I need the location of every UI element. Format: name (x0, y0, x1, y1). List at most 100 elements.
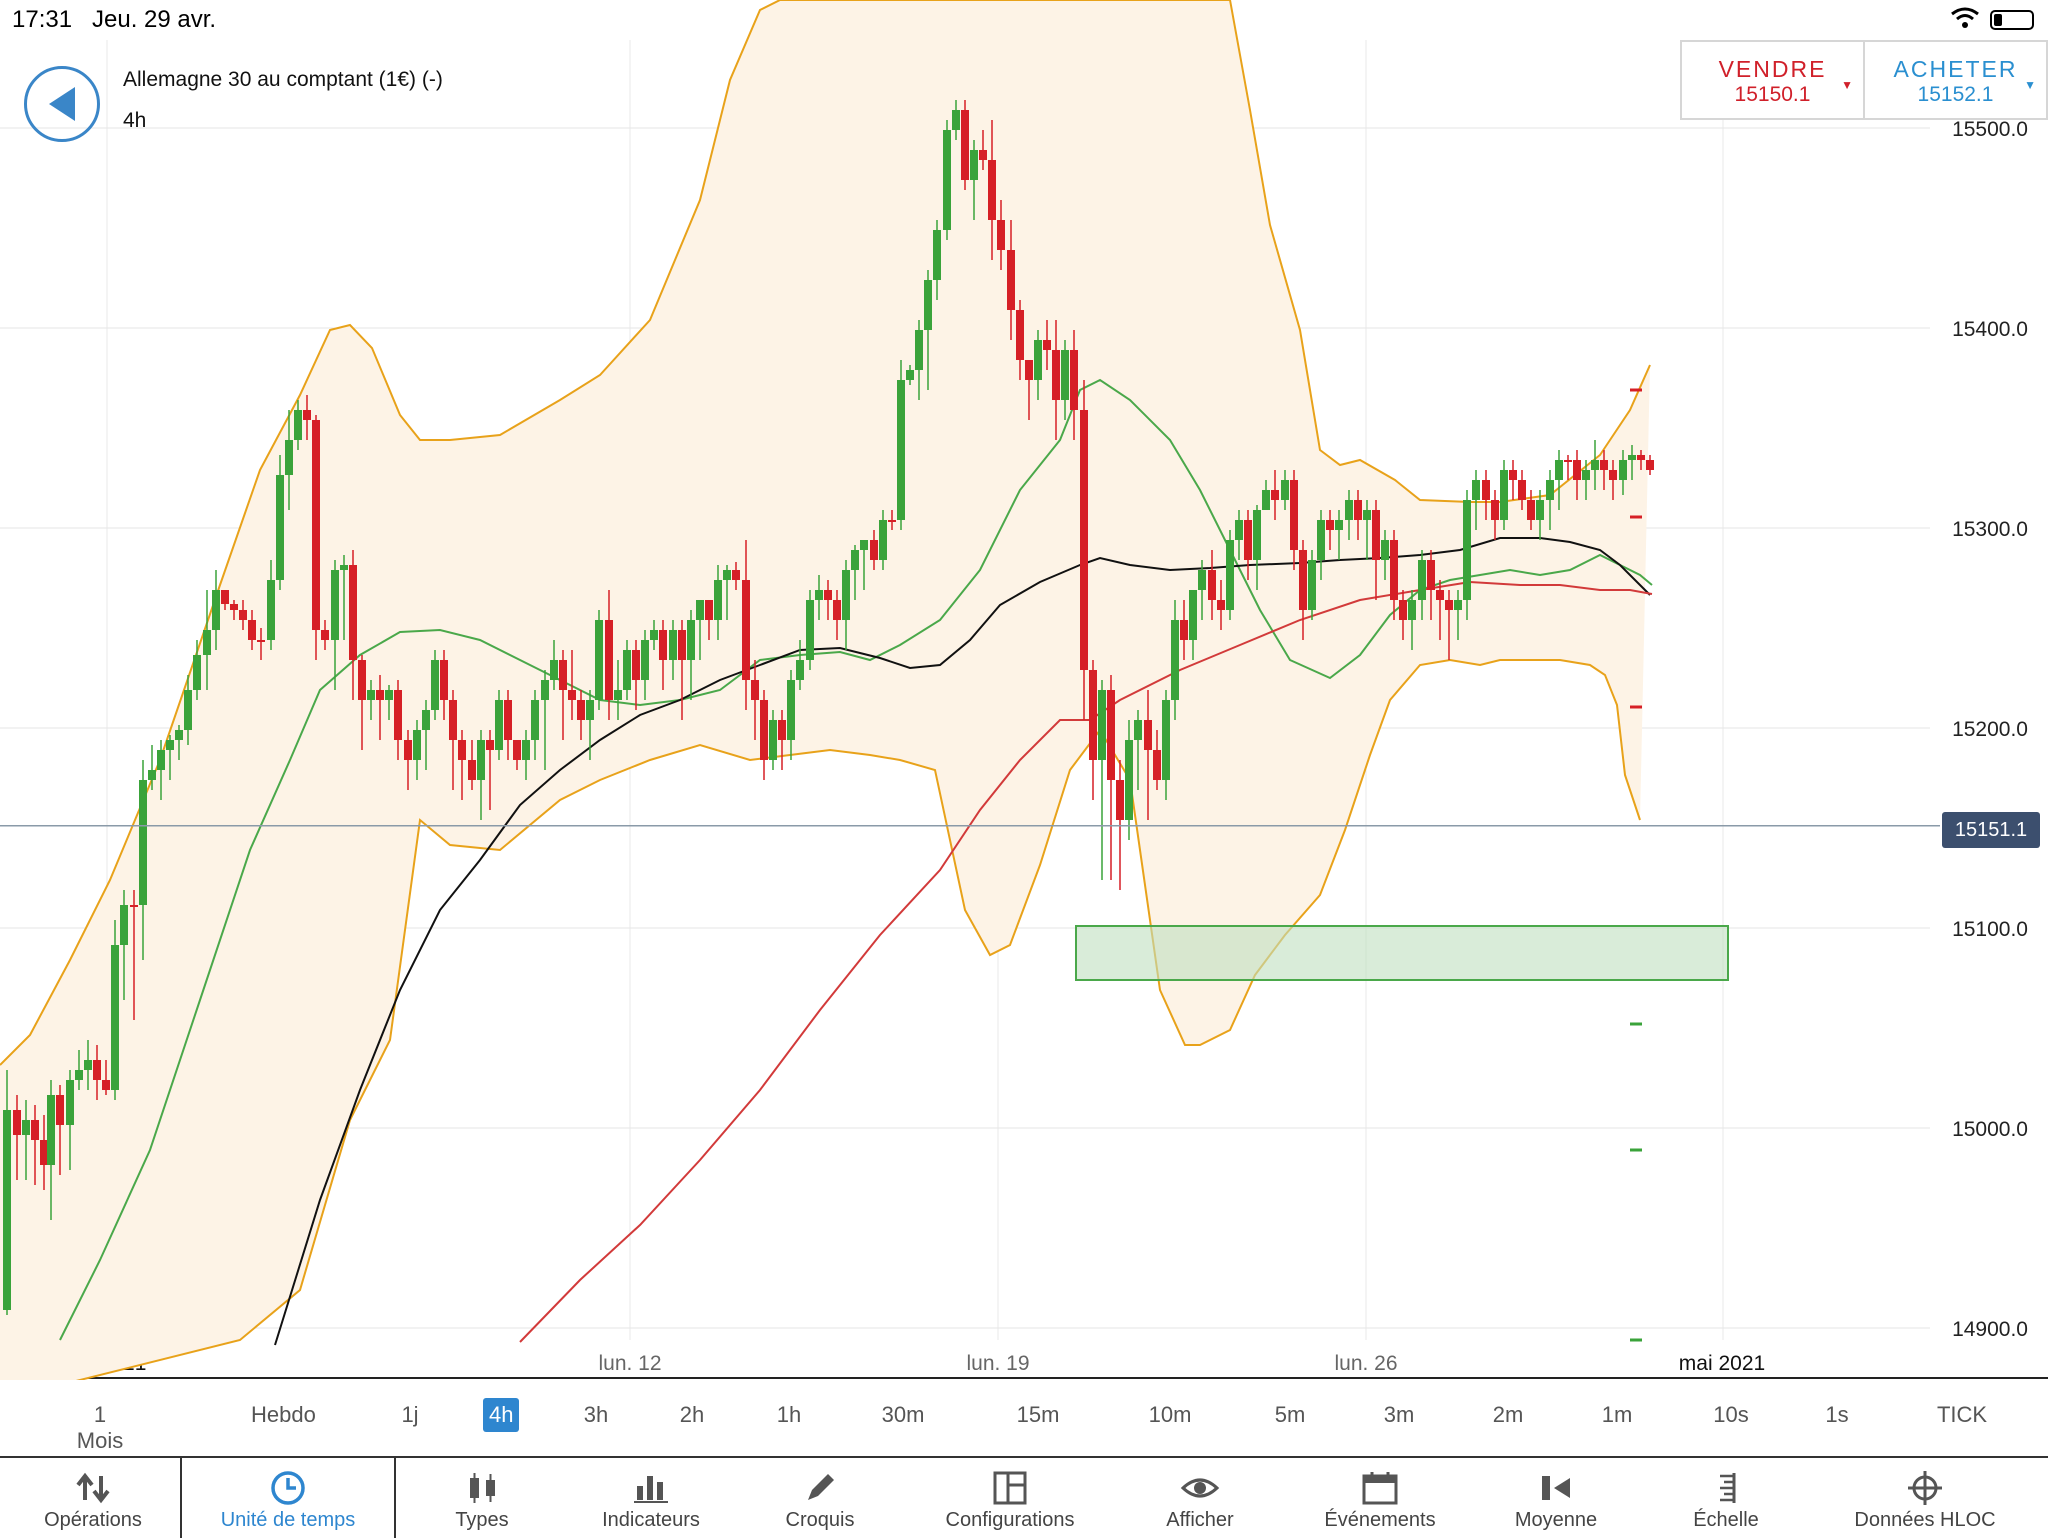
timeframe-10m[interactable]: 10m (1148, 1402, 1192, 1427)
toolbar-candles[interactable]: Types (392, 1458, 572, 1538)
timeframe-1h[interactable]: 1h (776, 1402, 802, 1427)
candle-body (742, 580, 750, 680)
timeframe-4h[interactable]: 4h (483, 1398, 520, 1432)
toolbar-bars[interactable]: Indicateurs (561, 1458, 741, 1538)
candle-body (102, 1080, 110, 1090)
calendar-icon (1290, 1470, 1470, 1506)
candle-body (1089, 670, 1097, 760)
candle-body (824, 590, 832, 600)
candle-body (175, 730, 183, 740)
candle-body (943, 130, 951, 230)
candle-body (349, 565, 357, 660)
candle-body (851, 550, 859, 570)
candle-body (605, 620, 613, 700)
candle-body (111, 945, 119, 1090)
candle-body (404, 740, 412, 760)
toolbar-scale[interactable]: Échelle (1636, 1458, 1816, 1538)
scale-icon (1636, 1470, 1816, 1506)
timeframe-2m[interactable]: 2m (1492, 1402, 1524, 1427)
candle-body (860, 540, 868, 550)
candle-body (440, 660, 448, 700)
candle-body (1189, 590, 1197, 640)
toolbar-calendar[interactable]: Événements (1290, 1458, 1470, 1538)
toolbar-label: Échelle (1693, 1509, 1759, 1531)
candle-body (1308, 560, 1316, 610)
candles-icon (392, 1470, 572, 1506)
timeframe-15m[interactable]: 15m (1016, 1402, 1060, 1427)
instrument-timeframe: 4h (123, 109, 147, 132)
timeframe-5m[interactable]: 5m (1274, 1402, 1306, 1427)
candle-body (806, 600, 814, 660)
toolbar-eye[interactable]: Afficher (1110, 1458, 1290, 1538)
price-chart[interactable]: 15500.0 15400.0 15300.0 15200.0 15100.0 15000… (0, 0, 2048, 1380)
candle-body (340, 565, 348, 570)
candle-body (1609, 470, 1617, 480)
candle-body (1354, 500, 1362, 520)
toolbar-crosshair[interactable]: Données HLOC (1835, 1458, 2015, 1538)
chevron-down-icon: ▼ (2024, 78, 2036, 92)
candle-body (833, 600, 841, 620)
timeframe-1-mois[interactable]: 1 Mois (76, 1402, 124, 1453)
toolbar-arrows[interactable]: Opérations (3, 1458, 183, 1538)
candle-body (1363, 510, 1371, 520)
timeframe-1s[interactable]: 1s (1825, 1402, 1849, 1427)
candle-body (714, 580, 722, 620)
candle-body (531, 700, 539, 740)
timeframe-hebdo[interactable]: Hebdo (251, 1402, 316, 1427)
candle-body (568, 690, 576, 700)
candle-body (577, 700, 585, 720)
toolbar-pencil[interactable]: Croquis (730, 1458, 910, 1538)
timeframe-10s[interactable]: 10s (1713, 1402, 1749, 1427)
candle-body (148, 770, 156, 780)
candle-body (276, 475, 284, 580)
candle-body (1445, 600, 1453, 610)
arrows-icon (3, 1470, 183, 1506)
candle-body (888, 520, 896, 522)
candle-body (1646, 460, 1654, 470)
candle-body (477, 740, 485, 780)
timeframe-tick[interactable]: TICK (1936, 1402, 1988, 1427)
candle-body (367, 690, 375, 700)
candle-body (1244, 520, 1252, 560)
candle-body (988, 160, 996, 220)
candle-body (1025, 360, 1033, 380)
candle-body (1153, 750, 1161, 780)
candle-body (1591, 460, 1599, 470)
buy-button[interactable]: ACHETER 15152.1 ▼ (1863, 42, 2046, 118)
candle-body (1518, 480, 1526, 500)
timeframe-30m[interactable]: 30m (881, 1402, 925, 1427)
bars-icon (561, 1470, 741, 1506)
candle-body (924, 280, 932, 330)
candle-body (760, 700, 768, 760)
candle-body (1034, 340, 1042, 380)
candle-body (1180, 620, 1188, 640)
back-button[interactable] (24, 66, 100, 142)
candle-body (1564, 460, 1572, 462)
candle-body (933, 230, 941, 280)
candle-body (586, 700, 594, 720)
timeframe-3m[interactable]: 3m (1383, 1402, 1415, 1427)
candle-body (879, 520, 887, 560)
sell-button[interactable]: VENDRE 15150.1 ▼ (1682, 42, 1863, 118)
candle-body (595, 620, 603, 700)
candle-body (952, 110, 960, 130)
candle-body (184, 690, 192, 730)
x-tick-label: lun. 12 (598, 1352, 661, 1375)
candle-body (394, 690, 402, 740)
candle-body (1326, 520, 1334, 530)
toolbar-average[interactable]: Moyenne (1466, 1458, 1646, 1538)
candle-body (541, 680, 549, 700)
candle-body (1080, 410, 1088, 670)
candle-body (961, 110, 969, 180)
toolbar-clock[interactable]: Unité de temps (198, 1458, 378, 1538)
toolbar-layout[interactable]: Configurations (920, 1458, 1100, 1538)
candle-body (1509, 470, 1517, 480)
candle-body (1016, 310, 1024, 360)
timeframe-2h[interactable]: 2h (679, 1402, 705, 1427)
candle-body (486, 740, 494, 750)
timeframe-1j[interactable]: 1j (401, 1402, 419, 1427)
candle-body (1408, 600, 1416, 620)
timeframe-1m[interactable]: 1m (1601, 1402, 1633, 1427)
candle-body (303, 410, 311, 420)
timeframe-3h[interactable]: 3h (583, 1402, 609, 1427)
